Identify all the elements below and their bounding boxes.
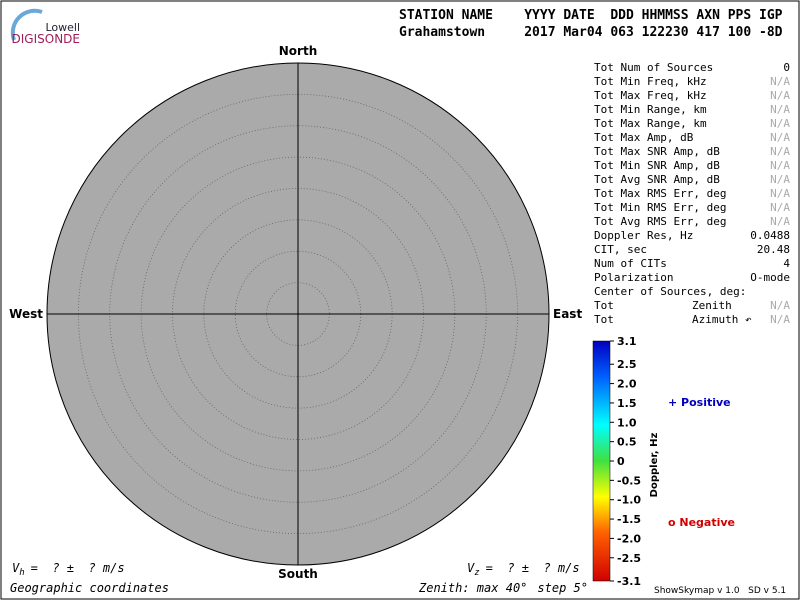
- colorbar-tick-label: -1.5: [617, 513, 641, 526]
- direction-label: East: [553, 307, 582, 321]
- colorbar-tick-label: 0.5: [617, 436, 637, 449]
- header-line: Grahamstown 2017 Mar04 063 122230 417 10…: [399, 25, 783, 40]
- colorbar-tick-label: -3.1: [617, 575, 641, 588]
- colorbar-tick-label: 1.5: [617, 397, 637, 410]
- stat-value: O-mode: [750, 271, 790, 284]
- stat-value: 0: [783, 61, 790, 74]
- stat-label: Tot Max SNR Amp, dB: [594, 145, 720, 158]
- stat-label: Center of Sources, deg:: [594, 285, 746, 298]
- header-line: STATION NAME YYYY DATE DDD HHMMSS AXN PP…: [399, 8, 783, 23]
- legend-positive: + Positive: [668, 396, 731, 409]
- stat-label: CIT, sec: [594, 243, 647, 256]
- stat-label: Tot: [594, 313, 614, 326]
- logo-top: Lowell: [45, 21, 80, 34]
- colorbar-label: Doppler, Hz: [649, 433, 660, 498]
- colorbar-tick-label: 2.0: [617, 378, 637, 391]
- stat-label: Tot Max Range, km: [594, 117, 707, 130]
- stat-label: Tot Max Amp, dB: [594, 131, 694, 144]
- stat-label: Tot: [594, 299, 614, 312]
- logo-bottom: DIGISONDE: [12, 32, 80, 46]
- colorbar-tick-label: -2.0: [617, 532, 641, 545]
- direction-label: West: [9, 307, 43, 321]
- colorbar-tick-label: -2.5: [617, 552, 641, 565]
- stat-label: Azimuth ↶: [692, 313, 752, 326]
- stat-value: 0.0488: [750, 229, 790, 242]
- stat-value: N/A: [770, 159, 790, 172]
- logo-arc: [10, 8, 43, 41]
- stat-label: Tot Max Freq, kHz: [594, 89, 707, 102]
- stat-label: Tot Max RMS Err, deg: [594, 187, 726, 200]
- velocity-h: Vh = ? ± ? m/s: [12, 561, 125, 578]
- direction-label: South: [278, 567, 318, 581]
- stat-value: N/A: [770, 103, 790, 116]
- colorbar-tick-label: -0.5: [617, 474, 641, 487]
- colorbar-tick-label: -1.0: [617, 494, 641, 507]
- stat-label: Polarization: [594, 271, 673, 284]
- stat-value: N/A: [770, 215, 790, 228]
- stat-label: Tot Avg RMS Err, deg: [594, 215, 726, 228]
- stat-value: 4: [783, 257, 790, 270]
- colorbar: [592, 340, 611, 582]
- stat-label: Tot Min RMS Err, deg: [594, 201, 726, 214]
- stat-label: Tot Min SNR Amp, dB: [594, 159, 720, 172]
- stat-value: N/A: [770, 145, 790, 158]
- stat-value: N/A: [770, 75, 790, 88]
- direction-label: North: [279, 44, 317, 58]
- stat-value: 20.48: [757, 243, 790, 256]
- version: ShowSkymap v 1.0 SD v 5.1: [654, 586, 786, 596]
- stat-value: N/A: [770, 187, 790, 200]
- stat-value: N/A: [770, 313, 790, 326]
- stat-value: N/A: [770, 201, 790, 214]
- stat-label: Tot Min Freq, kHz: [594, 75, 707, 88]
- polar-plot: North South West East: [9, 44, 582, 581]
- colorbar-tick-label: 3.1: [617, 335, 637, 348]
- stat-label: Tot Min Range, km: [594, 103, 707, 116]
- stat-value: N/A: [770, 173, 790, 186]
- colorbar-tick-label: 0: [617, 455, 625, 468]
- zenith-info: Zenith: max 40° step 5°: [418, 581, 588, 595]
- colorbar-tick-label: 2.5: [617, 358, 637, 371]
- legend-negative: o Negative: [668, 516, 735, 529]
- stat-label: Tot Num of Sources: [594, 61, 713, 74]
- stat-label: Zenith: [692, 299, 732, 312]
- stat-label: Doppler Res, Hz: [594, 229, 693, 242]
- coordinates: Geographic coordinates: [10, 581, 169, 595]
- stat-value: N/A: [770, 89, 790, 102]
- stat-value: N/A: [770, 299, 790, 312]
- velocity-z: Vz = ? ± ? m/s: [467, 561, 580, 578]
- stat-label: Tot Avg SNR Amp, dB: [594, 173, 720, 186]
- stat-value: N/A: [770, 131, 790, 144]
- stat-value: N/A: [770, 117, 790, 130]
- stats-table: Tot Num of Sources 0 Tot Min Freq, kHz N/A T…: [594, 61, 790, 326]
- stat-label: Num of CITs: [594, 257, 667, 270]
- colorbar-tick-label: 1.0: [617, 416, 637, 429]
